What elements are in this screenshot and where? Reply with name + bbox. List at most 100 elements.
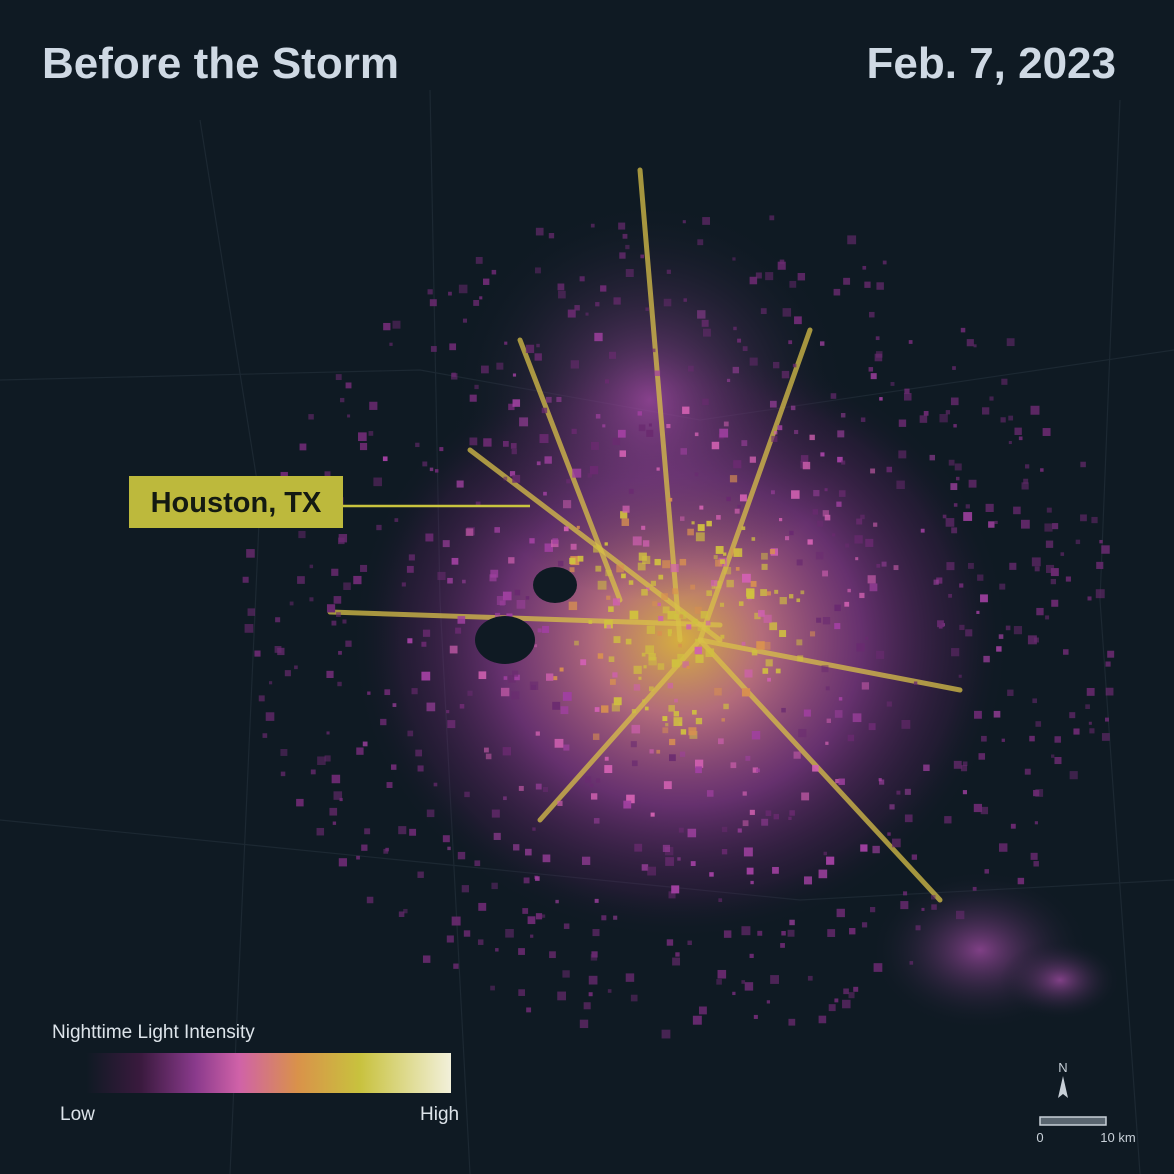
light-pixel — [430, 346, 437, 352]
light-pixel — [861, 922, 868, 928]
light-pixel — [455, 627, 462, 634]
light-pixel — [552, 538, 559, 544]
light-pixel — [687, 940, 692, 946]
light-pixel — [1030, 852, 1038, 860]
light-pixel — [835, 778, 840, 784]
light-pixel — [695, 638, 699, 642]
light-pixel — [1107, 650, 1115, 658]
light-pixel — [398, 911, 405, 917]
light-pixel — [384, 689, 391, 696]
color-ramp — [86, 1053, 451, 1093]
light-pixel — [1005, 625, 1011, 631]
light-pixel — [737, 828, 742, 833]
light-pixel — [570, 543, 577, 550]
light-pixel — [1046, 564, 1055, 573]
light-pixel — [662, 844, 670, 853]
light-pixel — [403, 908, 408, 914]
light-pixel — [422, 461, 428, 467]
light-pixel — [744, 669, 753, 678]
light-pixel — [508, 557, 515, 564]
light-pixel — [629, 610, 639, 620]
light-pixel — [847, 734, 855, 742]
light-pixel — [563, 923, 570, 929]
light-pixel — [716, 979, 722, 985]
light-pixel — [671, 885, 680, 894]
light-pixel — [508, 675, 516, 683]
light-pixel — [360, 564, 368, 572]
light-pixel — [562, 692, 572, 701]
light-pixel — [1046, 507, 1052, 513]
city-label: Houston, TX — [151, 487, 322, 519]
light-pixel — [751, 649, 758, 656]
light-pixel — [760, 308, 767, 315]
light-pixel — [579, 276, 585, 282]
light-pixel — [772, 866, 779, 874]
light-pixel — [648, 423, 652, 427]
light-pixel — [569, 567, 575, 573]
light-pixel — [752, 767, 759, 773]
light-pixel — [699, 505, 704, 510]
light-pixel — [457, 851, 466, 860]
light-pixel — [680, 729, 687, 735]
light-pixel — [954, 463, 962, 471]
light-pixel — [886, 701, 892, 707]
light-pixel — [513, 844, 520, 851]
light-pixel — [647, 866, 657, 876]
light-pixel — [571, 428, 577, 434]
light-pixel — [529, 538, 535, 544]
light-pixel — [662, 716, 668, 722]
light-pixel — [774, 589, 779, 594]
light-pixel — [749, 357, 758, 366]
light-pixel — [491, 882, 498, 890]
light-pixel — [688, 727, 697, 736]
light-pixel — [983, 655, 990, 663]
light-pixel — [446, 935, 454, 943]
light-pixel — [1086, 687, 1095, 696]
light-pixel — [690, 861, 696, 867]
light-pixel — [665, 723, 669, 727]
light-pixel — [1006, 338, 1015, 347]
light-pixel — [604, 542, 608, 546]
light-pixel — [353, 575, 362, 585]
light-pixel — [729, 475, 738, 483]
light-pixel — [449, 645, 458, 654]
light-pixel — [654, 370, 661, 377]
light-pixel — [574, 640, 579, 646]
light-pixel — [694, 432, 699, 437]
light-pixel — [966, 339, 974, 347]
light-pixel — [697, 627, 702, 632]
light-pixel — [662, 606, 670, 614]
light-pixel — [739, 494, 747, 502]
light-pixel — [591, 442, 599, 450]
light-pixel — [842, 999, 851, 1009]
light-pixel — [478, 902, 487, 911]
light-pixel — [376, 524, 382, 531]
light-pixel — [887, 832, 891, 836]
light-pixel — [588, 975, 598, 985]
light-pixel — [589, 783, 594, 788]
light-pixel — [489, 574, 497, 582]
light-pixel — [870, 907, 876, 913]
light-pixel — [651, 348, 656, 353]
light-pixel — [721, 848, 728, 855]
light-pixels — [242, 215, 1115, 1039]
light-pixel — [741, 440, 748, 447]
light-pixel — [557, 283, 565, 291]
light-pixel — [958, 674, 962, 678]
light-pixel — [332, 821, 337, 825]
light-pixel — [415, 749, 423, 757]
light-pixel — [562, 970, 570, 978]
light-pixel — [968, 479, 977, 488]
light-pixel — [775, 668, 781, 674]
light-pixel — [617, 429, 626, 438]
light-pixel — [856, 518, 863, 525]
light-pixel — [868, 723, 876, 731]
light-pixel — [762, 641, 771, 650]
light-pixel — [948, 593, 952, 598]
light-pixel — [512, 399, 521, 407]
light-pixel — [746, 867, 754, 875]
light-pixel — [613, 915, 618, 920]
boundary — [1099, 99, 1141, 1174]
light-pixel — [600, 285, 607, 292]
light-pixel — [411, 688, 418, 695]
